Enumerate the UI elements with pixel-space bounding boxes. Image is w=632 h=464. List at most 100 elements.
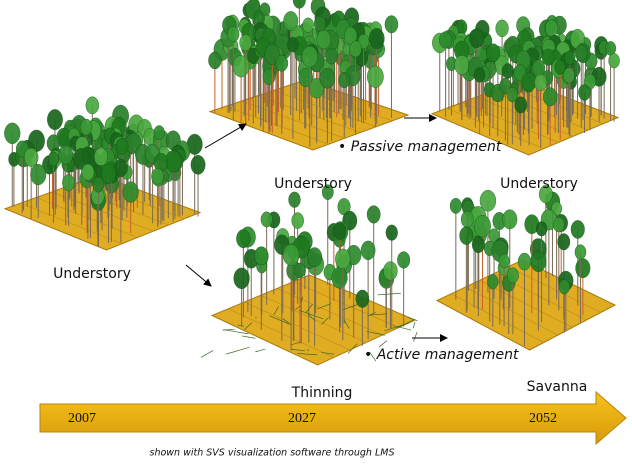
crown: [263, 68, 275, 85]
crown: [531, 251, 547, 272]
stage-label: Savanna: [527, 379, 588, 395]
crown: [545, 20, 558, 37]
crown: [518, 253, 531, 270]
crown: [496, 20, 509, 37]
forest-plot: [201, 185, 418, 365]
diagram: Understory Understory Understory • Passi…: [0, 0, 632, 464]
forest-plot: [208, 0, 408, 150]
crown: [234, 268, 250, 289]
crown: [326, 48, 338, 64]
crown: [486, 44, 500, 62]
crown: [302, 46, 318, 67]
crown: [4, 123, 20, 144]
crown: [555, 60, 566, 75]
debris: [201, 350, 213, 357]
crown: [472, 236, 485, 253]
timeline-year: 2007: [68, 411, 96, 426]
crown: [565, 51, 576, 65]
crown: [559, 280, 570, 294]
crown: [609, 53, 620, 68]
crown: [474, 215, 490, 237]
crown: [439, 32, 452, 49]
crown: [292, 213, 304, 229]
crown: [460, 227, 474, 245]
crown: [317, 30, 331, 49]
crown: [58, 145, 72, 164]
debris: [242, 336, 255, 338]
crown: [154, 125, 165, 139]
crown: [287, 37, 298, 52]
crown: [320, 68, 335, 88]
crown: [534, 74, 547, 91]
crown: [502, 63, 513, 78]
debris: [378, 293, 401, 295]
crown: [47, 109, 62, 129]
crown: [578, 84, 590, 100]
crown: [536, 222, 547, 237]
plot-label: Understory: [53, 266, 131, 282]
footer: shown with SVS visualization software th…: [150, 448, 395, 459]
debris: [255, 349, 265, 352]
forest-plot: [4, 97, 205, 250]
scenario-label: • Active management: [364, 347, 519, 363]
crown: [261, 212, 273, 227]
crown: [294, 263, 305, 278]
crown: [522, 72, 536, 91]
crown: [385, 16, 398, 33]
crown: [558, 234, 570, 251]
crown: [283, 244, 299, 266]
plot-label: Understory: [500, 176, 578, 192]
crown: [283, 11, 297, 30]
arrow: [186, 265, 211, 286]
crown: [293, 0, 306, 8]
crown: [289, 192, 301, 208]
crown: [332, 267, 348, 288]
crown: [338, 72, 350, 88]
crown: [114, 159, 127, 177]
crown: [30, 164, 46, 185]
crown: [532, 60, 545, 77]
crown: [123, 182, 139, 203]
crown: [303, 18, 314, 33]
crown: [94, 148, 108, 166]
crown: [151, 168, 163, 184]
crown: [575, 45, 587, 61]
crown: [80, 119, 92, 135]
scenario-label: • Passive management: [338, 139, 502, 155]
crown: [276, 55, 288, 71]
crown: [369, 28, 384, 48]
crown: [307, 248, 322, 267]
crown: [450, 198, 462, 213]
timeline-year: 2052: [529, 411, 557, 426]
crown: [515, 97, 527, 113]
crown: [367, 206, 380, 224]
crown: [82, 164, 94, 180]
crown: [191, 155, 205, 174]
crown: [571, 220, 585, 238]
crown: [334, 223, 347, 240]
crown: [208, 52, 221, 69]
crown: [24, 148, 38, 167]
crown: [236, 229, 250, 248]
forest-plot: [437, 185, 615, 350]
crown: [314, 16, 326, 32]
debris: [226, 347, 249, 354]
crown: [470, 29, 484, 48]
crown: [461, 211, 474, 228]
crown: [455, 55, 470, 74]
debris: [413, 322, 415, 328]
crown: [227, 26, 239, 42]
crown: [361, 241, 375, 260]
debris: [413, 332, 417, 341]
crown: [349, 41, 361, 57]
crown: [487, 275, 498, 290]
forest-plot: [432, 15, 620, 155]
crown: [356, 290, 369, 308]
arrow: [205, 124, 246, 148]
crown: [386, 225, 398, 241]
crown: [507, 268, 519, 283]
crown: [62, 175, 74, 191]
crown: [240, 35, 252, 51]
crown: [116, 138, 128, 154]
crown: [553, 217, 564, 232]
